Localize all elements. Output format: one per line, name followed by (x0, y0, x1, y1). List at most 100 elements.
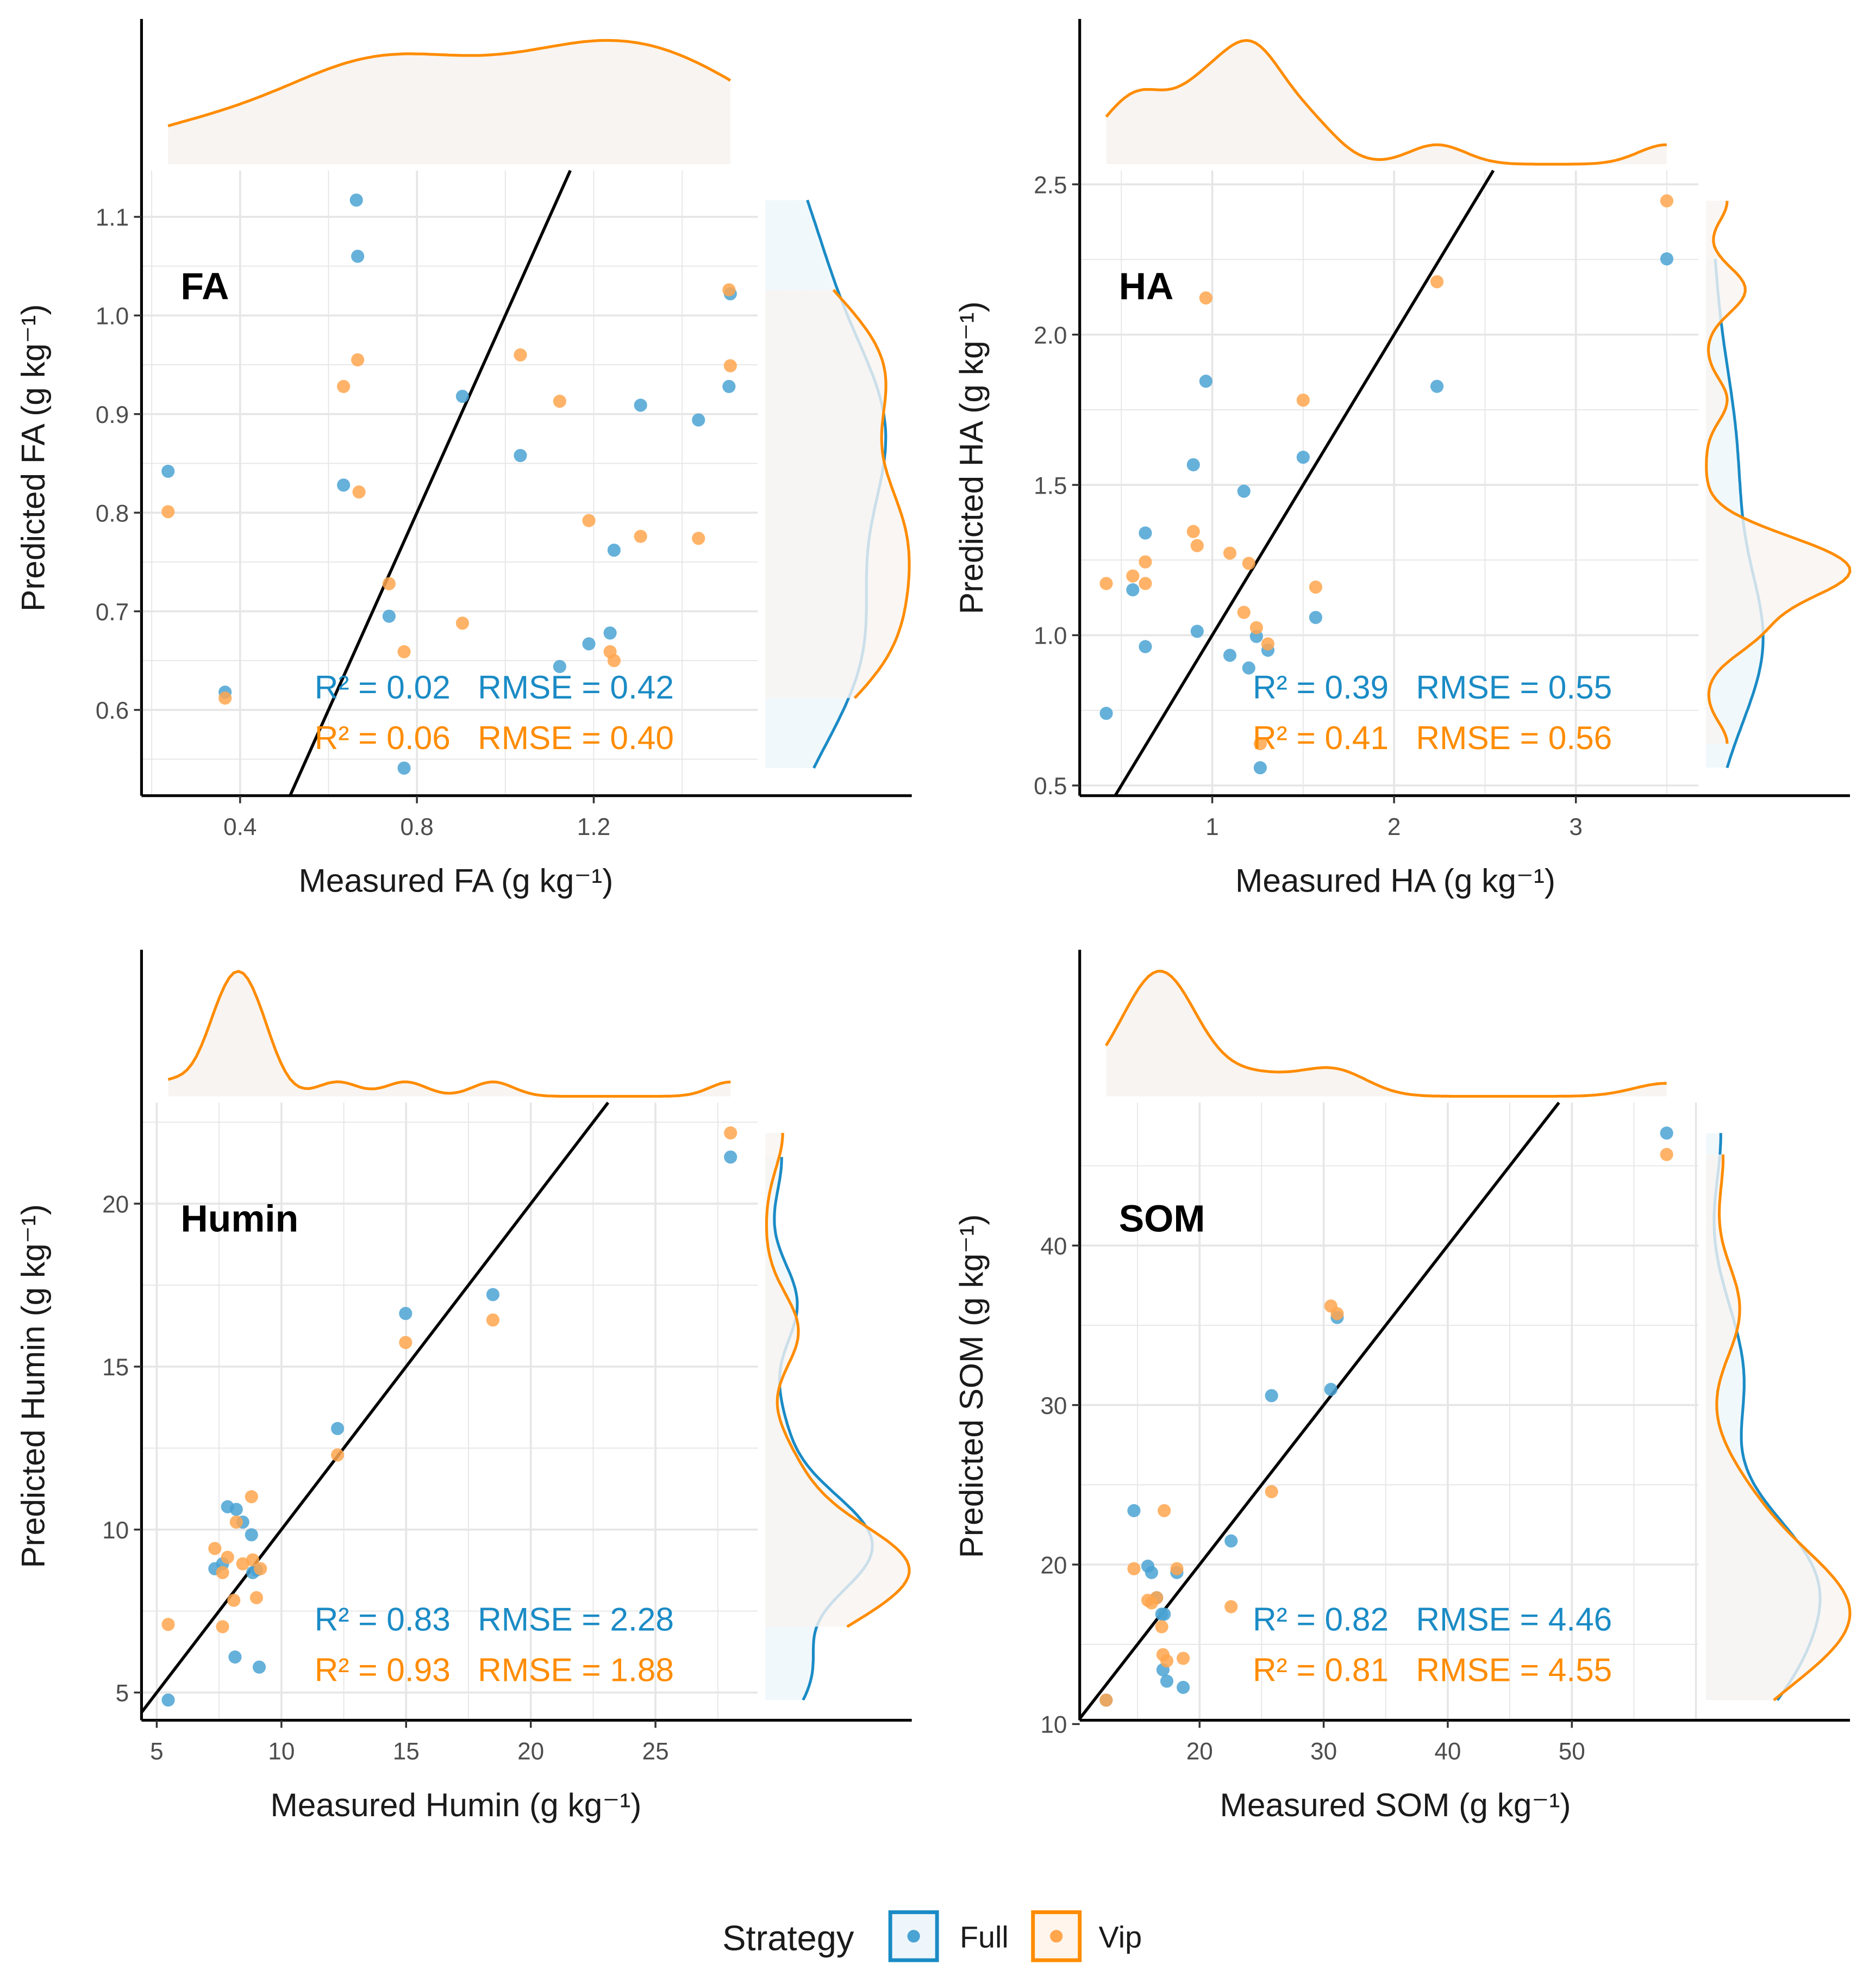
y-tick-label: 0.8 (96, 500, 129, 527)
top-density-fill (1106, 971, 1667, 1096)
y-tick-label: 10 (102, 1517, 129, 1544)
data-point-full (1126, 583, 1140, 597)
identity-line (289, 170, 572, 796)
data-point-full (1127, 1504, 1141, 1517)
data-point-full (634, 398, 647, 412)
x-tick-label: 3 (1569, 814, 1583, 840)
data-point-vip (1237, 606, 1251, 619)
data-point-vip (692, 532, 705, 545)
data-point-vip (1253, 737, 1267, 751)
stats-annotation-vip: R² = 0.41 RMSE = 0.56 (1253, 719, 1612, 756)
data-point-vip (1160, 1654, 1174, 1668)
data-point-full (553, 660, 566, 674)
data-point-full (1186, 458, 1200, 472)
data-point-full (607, 543, 621, 557)
data-point-full (1224, 1534, 1238, 1548)
y-tick-label: 1.1 (96, 204, 129, 231)
data-point-vip (1170, 1562, 1184, 1575)
data-point-full (1660, 1126, 1673, 1140)
data-point-full (397, 761, 411, 775)
y-tick-label: 1.5 (1034, 472, 1067, 499)
stats-annotation-vip: R² = 0.93 RMSE = 1.88 (315, 1651, 674, 1688)
y-tick-label: 15 (102, 1354, 129, 1381)
data-point-full (1430, 379, 1444, 393)
right-density-vip (765, 1132, 911, 1628)
y-tick-label: 0.6 (96, 697, 129, 724)
data-point-full (486, 1288, 500, 1301)
data-point-full (1158, 1607, 1171, 1621)
data-point-vip (1261, 637, 1275, 651)
panel-fa: 0.4 0.8 1.2 0.6 0.7 0.8 0.9 1.0 1.1 Measured FA (… (15, 18, 912, 899)
data-point-vip (1139, 555, 1152, 569)
y-tick-label: 30 (1040, 1393, 1067, 1419)
panel-label: Humin (180, 1197, 298, 1239)
data-point-vip (1249, 621, 1263, 634)
data-point-full (1177, 1680, 1190, 1694)
stats-annotation-full: R² = 0.83 RMSE = 2.28 (315, 1600, 674, 1637)
data-point-vip (161, 505, 175, 519)
data-point-vip (1660, 1148, 1673, 1161)
panel-label: FA (180, 265, 229, 308)
data-point-vip (1099, 1693, 1113, 1707)
data-point-full (1660, 252, 1674, 266)
identity-line (1114, 170, 1495, 797)
x-axis-title: Measured SOM (g kg⁻¹) (1220, 1786, 1571, 1823)
series-vip (161, 1126, 737, 1634)
legend-key-full[interactable] (888, 1910, 939, 1962)
y-tick-label: 0.5 (1034, 773, 1067, 800)
data-point-vip (245, 1490, 258, 1504)
data-point-vip (1265, 1485, 1278, 1499)
data-point-full (603, 626, 617, 640)
data-point-vip (1296, 394, 1310, 407)
data-point-vip (236, 1557, 249, 1571)
y-axis-title: Predicted HA (g kg⁻¹) (953, 301, 990, 614)
data-point-full (1160, 1674, 1174, 1688)
data-point-vip (1150, 1591, 1164, 1605)
stats-annotation-full: R² = 0.02 RMSE = 0.42 (315, 669, 674, 706)
data-point-vip (1199, 291, 1212, 305)
data-point-vip (216, 1566, 229, 1579)
right-density-fill-vip (765, 1133, 910, 1627)
x-tick-label: 20 (517, 1738, 544, 1765)
y-tick-label: 2.0 (1034, 322, 1067, 349)
data-point-full (582, 637, 596, 651)
data-point-vip (607, 654, 621, 668)
data-point-full (722, 379, 736, 394)
data-point-vip (351, 353, 365, 367)
data-point-full (161, 1693, 175, 1707)
x-tick-label: 0.8 (400, 814, 433, 840)
right-density-full (1714, 259, 1765, 769)
legend-key-vip[interactable] (1031, 1910, 1082, 1962)
data-point-full (1324, 1382, 1337, 1396)
legend-label-vip: Vip (1099, 1921, 1142, 1954)
right-density-fill-vip (1706, 1154, 1850, 1700)
panel-som: 20 30 40 50 10 20 30 40 Measured SOM (g kg⁻¹) Pre… (953, 950, 1852, 1823)
panel-humin: 5 10 15 20 25 5 10 15 20 Measured Humin (g kg⁻¹) P… (15, 950, 912, 1823)
top-density-vip (1105, 39, 1667, 166)
x-axis-title: Measured Humin (g kg⁻¹) (270, 1786, 641, 1823)
x-tick-label: 40 (1434, 1738, 1461, 1765)
y-tick-label: 0.9 (96, 402, 129, 428)
data-point-vip (330, 1448, 345, 1462)
data-point-vip (216, 1620, 229, 1634)
data-point-vip (337, 379, 351, 394)
data-point-full (228, 1650, 242, 1664)
data-point-vip (208, 1542, 222, 1555)
data-point-vip (1127, 1562, 1141, 1575)
series-full (161, 193, 737, 775)
gridlines (141, 170, 758, 796)
y-tick-label: 1.0 (96, 303, 129, 330)
y-tick-label: 40 (1040, 1233, 1067, 1260)
top-density-vip (167, 969, 731, 1098)
data-point-vip (1223, 546, 1237, 560)
data-point-full (1265, 1389, 1278, 1403)
top-density-fill (1106, 40, 1667, 165)
y-tick-label: 1.0 (1034, 623, 1067, 650)
y-tick-label: 2.5 (1034, 172, 1067, 198)
legend-title: Strategy (722, 1918, 854, 1958)
data-point-full (1199, 375, 1212, 388)
data-point-vip (352, 485, 366, 499)
data-point-vip (1126, 569, 1140, 583)
data-point-vip (1155, 1620, 1168, 1634)
